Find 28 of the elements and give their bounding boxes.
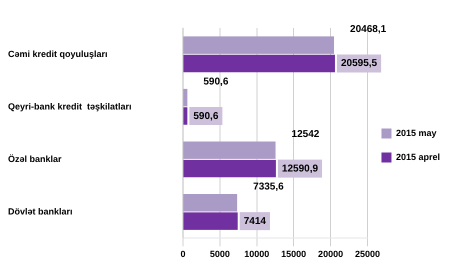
bar <box>184 107 188 125</box>
x-tick-label: 5000 <box>210 249 230 260</box>
bar <box>184 36 334 54</box>
data-label: 590,6 <box>193 110 219 122</box>
bar <box>184 160 276 178</box>
data-label: 12590,9 <box>282 163 318 174</box>
legend-label: 2015 may <box>396 128 437 138</box>
y-tick-label: Qeyri-bank kredit təşkilatları <box>8 101 132 112</box>
bar <box>184 54 335 72</box>
data-label: 7414 <box>244 216 266 227</box>
y-tick-label: Özəl banklar <box>8 154 62 164</box>
bar <box>184 141 276 159</box>
x-tick-label: 0 <box>180 249 186 260</box>
y-tick-label: Dövlət bankları <box>8 206 73 216</box>
x-tick-label: 25000 <box>354 249 380 260</box>
data-label: 7335,6 <box>253 181 284 192</box>
bar <box>184 88 188 106</box>
data-label: 590,6 <box>203 76 229 88</box>
y-tick-label: Cəmi kredit qoyuluşları <box>8 48 108 59</box>
bar <box>184 212 238 230</box>
legend-label: 2015 aprel <box>396 152 440 162</box>
x-tick-label: 15000 <box>281 249 306 260</box>
data-label: 20468,1 <box>350 24 387 35</box>
bar <box>184 194 238 212</box>
x-tick-label: 20000 <box>318 249 344 260</box>
x-tick-label: 10000 <box>244 249 270 260</box>
data-label: 20595,5 <box>340 58 378 70</box>
data-label: 12542 <box>292 128 320 140</box>
